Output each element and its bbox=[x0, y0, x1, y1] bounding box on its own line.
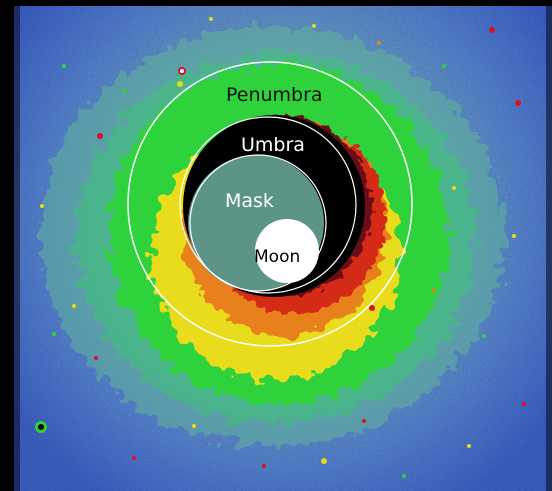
penumbra-circle bbox=[127, 61, 413, 347]
mask-label: Mask bbox=[225, 190, 274, 212]
coronagraph-image: Penumbra Umbra Mask Moon bbox=[14, 6, 552, 491]
coronagraph-svg bbox=[14, 6, 552, 491]
moon-label: Moon bbox=[254, 247, 301, 267]
umbra-circle bbox=[179, 116, 357, 294]
moon-disk bbox=[255, 219, 319, 283]
right-edge bbox=[546, 6, 552, 491]
umbra-label: Umbra bbox=[241, 134, 305, 156]
mask-circle bbox=[189, 154, 327, 292]
left-edge bbox=[14, 6, 20, 491]
penumbra-label: Penumbra bbox=[226, 84, 323, 106]
stars bbox=[35, 17, 526, 478]
